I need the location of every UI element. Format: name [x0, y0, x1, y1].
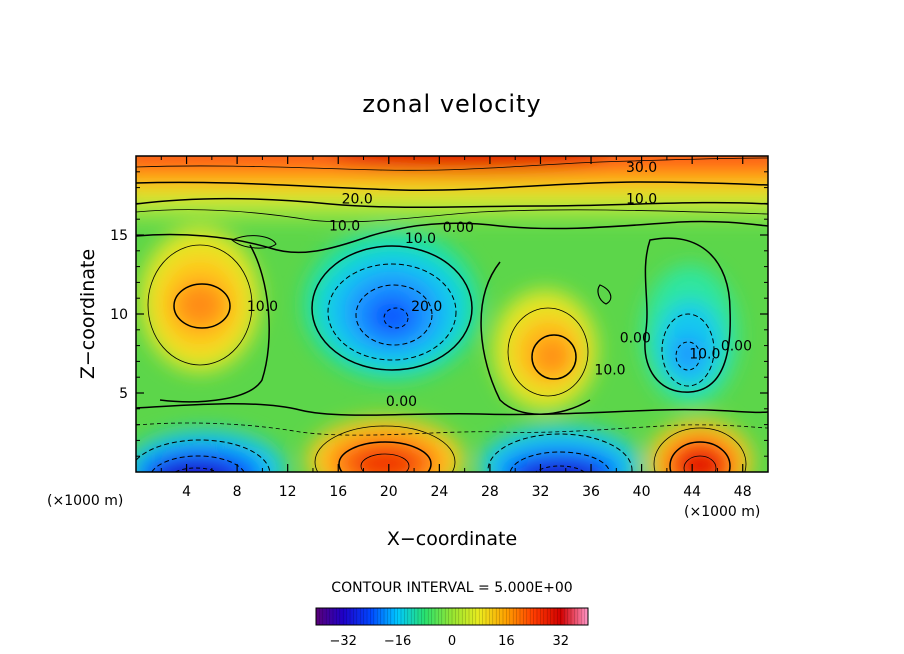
colorbar-ticks: −32 −16 0 16 32: [329, 634, 569, 649]
colorbar-stripes: [319, 608, 585, 625]
field-blobs: [136, 156, 768, 472]
x-tick-label: 40: [633, 484, 651, 500]
contour-label: 0.00: [443, 220, 474, 236]
y-tick-label: 5: [119, 386, 128, 402]
contour-label: 0.00: [721, 339, 752, 355]
contour-label: 20.0: [342, 192, 373, 208]
x-tick-label: 12: [279, 484, 297, 500]
contour-lines: [136, 157, 768, 472]
colorbar: −32 −16 0 16 32: [315, 607, 589, 649]
contour-label: 30.0: [626, 160, 657, 176]
contour-label: 10.0: [626, 192, 657, 208]
x-unit-left: (×1000 m): [47, 493, 123, 509]
x-tick-label: 32: [532, 484, 550, 500]
chart-title: zonal velocity: [362, 90, 541, 118]
colorbar-tick-label: 32: [553, 634, 570, 649]
colorbar-tick-label: −32: [329, 634, 356, 649]
x-tick-label: 20: [380, 484, 398, 500]
x-tick-label: 48: [734, 484, 752, 500]
y-axis-label: Z−coordinate: [77, 249, 99, 379]
x-tick-label: 4: [182, 484, 191, 500]
contour-interval-text: CONTOUR INTERVAL = 5.000E+00: [331, 580, 572, 596]
contour-label: 10.0: [247, 299, 278, 315]
x-tick-label: 8: [233, 484, 242, 500]
x-tick-label: 44: [683, 484, 701, 500]
x-tick-label: 36: [582, 484, 600, 500]
contour-label: 0.00: [620, 331, 651, 347]
y-tick-label: 10: [110, 307, 128, 323]
colorbar-tick-label: 0: [448, 634, 456, 649]
contour-label: 10.0: [689, 347, 720, 363]
contour-label: 10.0: [329, 219, 360, 235]
contour-label: 0.00: [386, 394, 417, 410]
contour-label: 10.0: [405, 231, 436, 247]
x-tick-label: 28: [481, 484, 499, 500]
x-axis-label: X−coordinate: [387, 528, 517, 550]
colorbar-gradient: [315, 607, 589, 626]
contour-label: 10.0: [594, 362, 625, 378]
x-unit-right: (×1000 m): [684, 504, 760, 520]
x-tick-label: 24: [430, 484, 448, 500]
contour-label: 20.0: [411, 299, 442, 315]
y-tick-label: 15: [110, 228, 128, 244]
colorbar-tick-label: −16: [384, 634, 411, 649]
x-tick-label: 16: [329, 484, 347, 500]
colorbar-tick-label: 16: [498, 634, 515, 649]
